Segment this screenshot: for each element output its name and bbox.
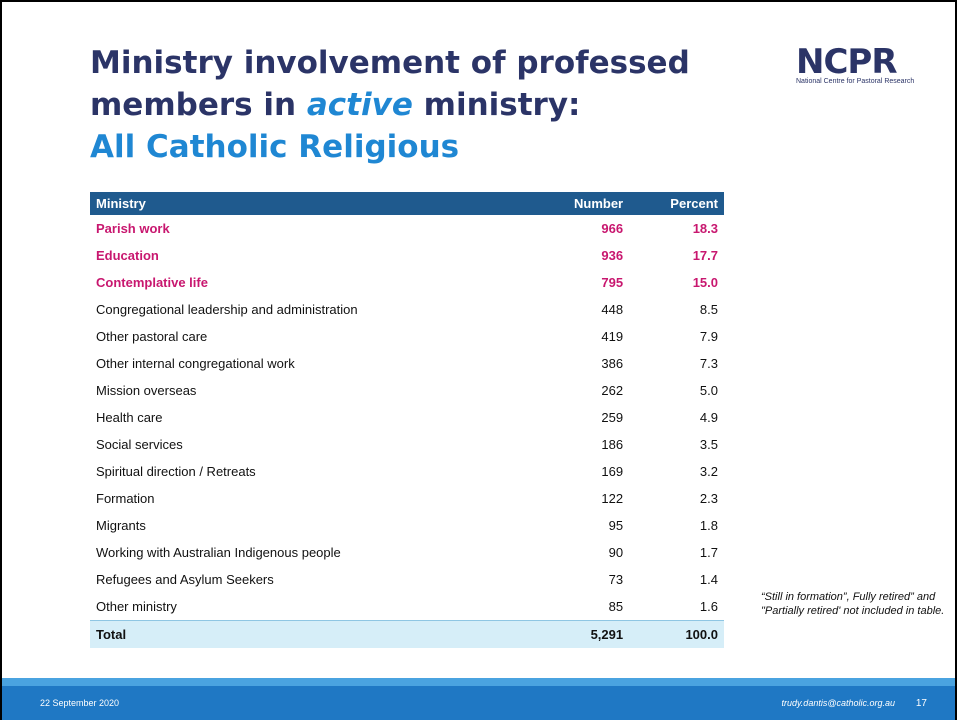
- table-cell: Social services: [96, 437, 183, 452]
- table-cell: 18.3: [692, 221, 718, 236]
- table-row: Mission overseas 262 5.0: [90, 377, 724, 404]
- title-line: ministry:: [423, 87, 581, 123]
- table-cell: 7.9: [699, 329, 718, 344]
- table-cell: 2.3: [699, 491, 718, 506]
- table-cell: Other internal congregational work: [96, 356, 295, 371]
- table-cell: Education: [96, 248, 159, 263]
- table-cell: Refugees and Asylum Seekers: [96, 572, 274, 587]
- table-row: Migrants 95 1.8: [90, 512, 724, 539]
- table-cell: 1.4: [699, 572, 718, 587]
- table-row: Refugees and Asylum Seekers 73 1.4: [90, 566, 724, 593]
- table-cell: 966: [601, 221, 624, 236]
- footer-date: 22 September 2020: [40, 698, 120, 708]
- table-cell: Contemplative life: [96, 275, 208, 290]
- table-cell: 85: [608, 599, 624, 614]
- table-cell: Spiritual direction / Retreats: [96, 464, 256, 479]
- table-cell: Mission overseas: [96, 383, 197, 398]
- table-cell: 259: [601, 410, 624, 425]
- logo: NCPR National Centre for Pastoral Resear…: [796, 42, 946, 85]
- title-line: members in: [90, 87, 297, 123]
- table-cell: 262: [601, 383, 624, 398]
- table-row: Health care 259 4.9: [90, 404, 724, 431]
- table-cell: Congregational leadership and administra…: [96, 302, 358, 317]
- table-row: Working with Australian Indigenous peopl…: [90, 539, 724, 566]
- table-cell: 95: [608, 518, 624, 533]
- table-cell: 122: [601, 491, 624, 506]
- table-row: Other internal congregational work 386 7.3: [90, 350, 724, 377]
- table-cell: Other pastoral care: [96, 329, 208, 344]
- table-cell: 448: [601, 302, 624, 317]
- table-cell: 386: [601, 356, 624, 371]
- slide-title: Ministry involvement of professed member…: [90, 42, 690, 168]
- table-cell: Other ministry: [96, 599, 177, 614]
- logo-caption: National Centre for Pastoral Research: [796, 78, 915, 85]
- table-row: Social services 186 3.5: [90, 431, 724, 458]
- table-row: Congregational leadership and administra…: [90, 296, 724, 323]
- total-cell: 5,291: [532, 620, 630, 648]
- table-cell: 4.9: [699, 410, 718, 425]
- table-row: Other ministry 85 1.6: [90, 593, 724, 621]
- table-cell: 73: [608, 572, 624, 587]
- table-cell: 8.5: [699, 302, 718, 317]
- table-cell: 17.7: [692, 248, 718, 263]
- table-row: Parish work 966 18.3: [90, 215, 724, 242]
- table-cell: Working with Australian Indigenous peopl…: [96, 545, 341, 560]
- table-cell: 5.0: [699, 383, 718, 398]
- note: “Still in formation”, Fully retired” and…: [761, 591, 945, 617]
- header-cell: Ministry: [90, 192, 532, 215]
- title-line: Ministry involvement of professed: [90, 45, 690, 81]
- total-cell: 100.0: [629, 620, 724, 648]
- table-cell: 1.6: [699, 599, 718, 614]
- logo-name: NCPR: [796, 42, 898, 82]
- table-cell: 1.8: [699, 518, 718, 533]
- table-cell: Parish work: [96, 221, 170, 236]
- table-cell: Formation: [96, 491, 155, 506]
- table-cell: Migrants: [96, 518, 146, 533]
- table-row: Education 936 17.7: [90, 242, 724, 269]
- header-cell: Number: [532, 192, 630, 215]
- footer: 22 September 2020 trudy.dantis@catholic.…: [2, 678, 955, 720]
- header-cell: Percent: [629, 192, 724, 215]
- table-row: Spiritual direction / Retreats 169 3.2: [90, 458, 724, 485]
- table-cell: Health care: [96, 410, 163, 425]
- total-row: Total 5,291 100.0: [90, 620, 724, 648]
- table-cell: 419: [601, 329, 624, 344]
- subtitle: All Catholic Religious: [90, 129, 460, 165]
- table-cell: 795: [601, 275, 624, 290]
- table-row: Other pastoral care 419 7.9: [90, 323, 724, 350]
- table-cell: 7.3: [699, 356, 718, 371]
- table-cell: 186: [601, 437, 624, 452]
- page-number: 17: [915, 698, 927, 709]
- footer-email: trudy.dantis@catholic.org.au: [781, 698, 895, 708]
- table-cell: 1.7: [699, 545, 718, 560]
- table-cell: 90: [608, 545, 624, 560]
- table-cell: 3.5: [699, 437, 718, 452]
- ministry-table: Ministry Number Percent Parish work 966 18.3…: [90, 192, 724, 648]
- table-row: Contemplative life 795 15.0: [90, 269, 724, 296]
- table-cell: 15.0: [692, 275, 718, 290]
- table-cell: 936: [601, 248, 624, 263]
- table-cell: 3.2: [699, 464, 718, 479]
- header-row: Ministry Number Percent: [90, 192, 724, 215]
- table-row: Formation 122 2.3: [90, 485, 724, 512]
- title-emphasis: active: [306, 87, 413, 123]
- table-cell: 169: [601, 464, 624, 479]
- total-cell: Total: [90, 620, 532, 648]
